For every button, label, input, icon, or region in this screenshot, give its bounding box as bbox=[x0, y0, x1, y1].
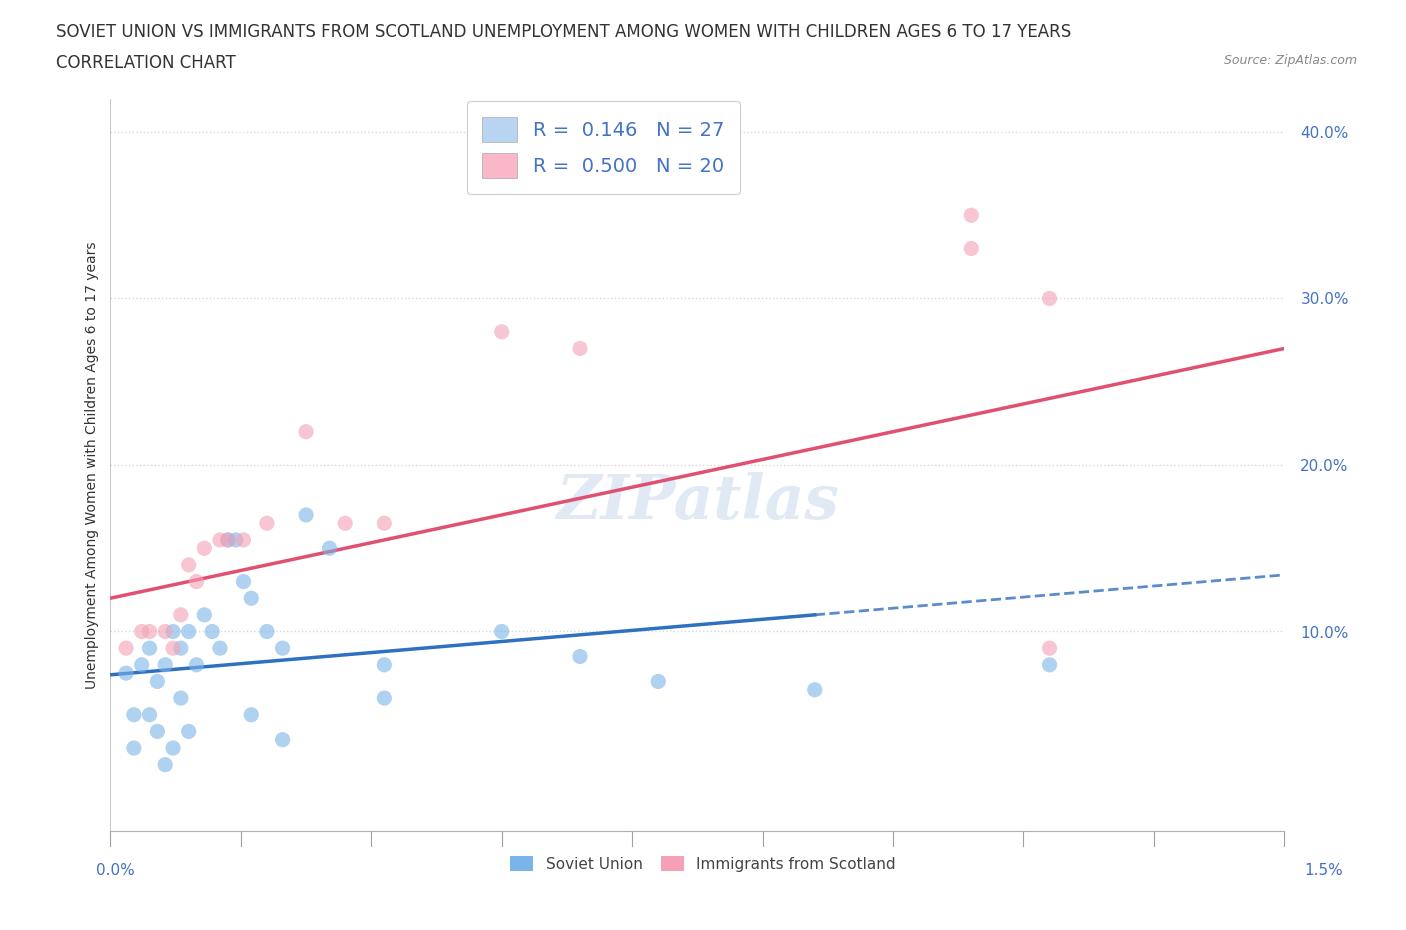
Point bbox=[256, 624, 278, 639]
Point bbox=[138, 624, 160, 639]
Legend: R =  0.146   N = 27, R =  0.500   N = 20: R = 0.146 N = 27, R = 0.500 N = 20 bbox=[467, 101, 740, 193]
Point bbox=[122, 708, 145, 723]
Point bbox=[162, 740, 184, 755]
Point bbox=[146, 724, 169, 738]
Point bbox=[193, 607, 215, 622]
Point bbox=[208, 641, 231, 656]
Point bbox=[256, 516, 278, 531]
Point bbox=[373, 658, 395, 672]
Point bbox=[131, 624, 153, 639]
Point bbox=[153, 624, 176, 639]
Point bbox=[232, 574, 254, 589]
Point bbox=[569, 341, 592, 356]
Text: ZIPatlas: ZIPatlas bbox=[555, 472, 839, 532]
Point bbox=[138, 641, 160, 656]
Point bbox=[491, 624, 513, 639]
Point bbox=[177, 557, 200, 572]
Point bbox=[225, 533, 247, 548]
Point bbox=[208, 533, 231, 548]
Point bbox=[1038, 291, 1060, 306]
Point bbox=[186, 574, 208, 589]
Point bbox=[271, 732, 294, 747]
Point bbox=[960, 207, 983, 222]
Point bbox=[170, 641, 193, 656]
Point bbox=[153, 658, 176, 672]
Text: 0.0%: 0.0% bbox=[96, 863, 135, 878]
Point bbox=[240, 591, 263, 605]
Point bbox=[569, 649, 592, 664]
Text: CORRELATION CHART: CORRELATION CHART bbox=[56, 54, 236, 72]
Text: SOVIET UNION VS IMMIGRANTS FROM SCOTLAND UNEMPLOYMENT AMONG WOMEN WITH CHILDREN : SOVIET UNION VS IMMIGRANTS FROM SCOTLAND… bbox=[56, 23, 1071, 41]
Point bbox=[146, 674, 169, 689]
Point bbox=[217, 533, 239, 548]
Point bbox=[803, 683, 825, 698]
Point bbox=[170, 691, 193, 706]
Point bbox=[1038, 658, 1060, 672]
Point bbox=[295, 424, 318, 439]
Point bbox=[491, 325, 513, 339]
Point bbox=[193, 541, 215, 556]
Point bbox=[186, 658, 208, 672]
Point bbox=[201, 624, 224, 639]
Point bbox=[373, 516, 395, 531]
Point bbox=[170, 607, 193, 622]
Point bbox=[318, 541, 340, 556]
Point bbox=[373, 691, 395, 706]
Point bbox=[138, 708, 160, 723]
Point bbox=[295, 508, 318, 523]
Point bbox=[115, 641, 138, 656]
Point bbox=[162, 624, 184, 639]
Point bbox=[115, 666, 138, 681]
Point bbox=[240, 708, 263, 723]
Point bbox=[153, 757, 176, 772]
Point bbox=[1038, 641, 1060, 656]
Text: 1.5%: 1.5% bbox=[1303, 863, 1343, 878]
Point bbox=[131, 658, 153, 672]
Point bbox=[217, 533, 239, 548]
Point bbox=[177, 624, 200, 639]
Point bbox=[177, 724, 200, 738]
Point bbox=[271, 641, 294, 656]
Point bbox=[960, 241, 983, 256]
Point bbox=[491, 175, 513, 190]
Y-axis label: Unemployment Among Women with Children Ages 6 to 17 years: Unemployment Among Women with Children A… bbox=[86, 241, 100, 689]
Point bbox=[162, 641, 184, 656]
Text: Source: ZipAtlas.com: Source: ZipAtlas.com bbox=[1223, 54, 1357, 67]
Point bbox=[232, 533, 254, 548]
Point bbox=[647, 674, 669, 689]
Point bbox=[122, 740, 145, 755]
Legend: Soviet Union, Immigrants from Scotland: Soviet Union, Immigrants from Scotland bbox=[505, 849, 901, 878]
Point bbox=[335, 516, 357, 531]
